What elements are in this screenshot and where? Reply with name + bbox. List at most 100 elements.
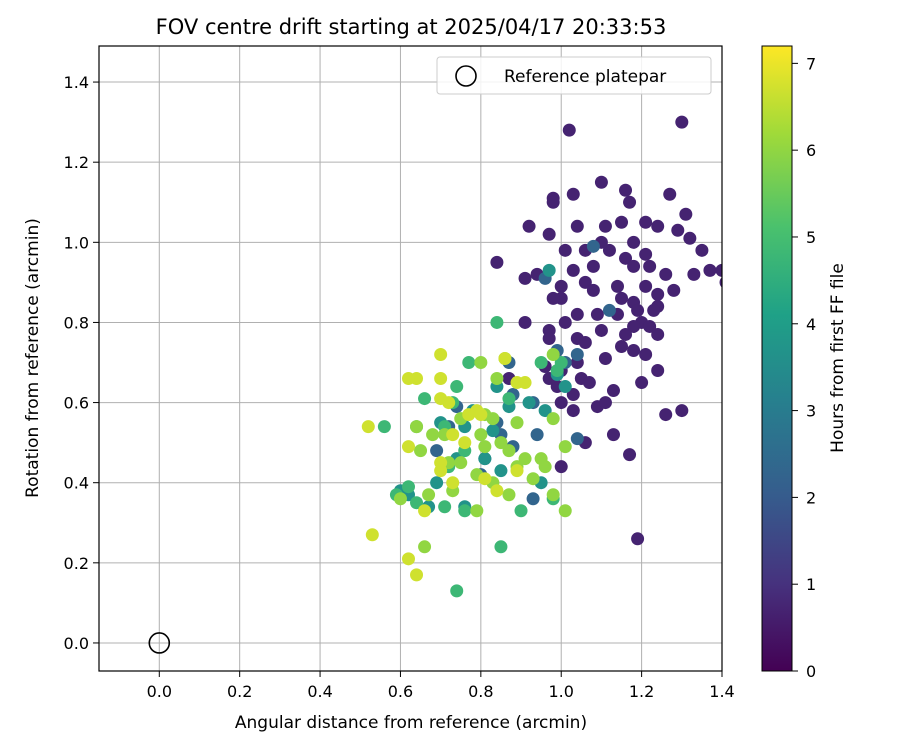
data-point bbox=[414, 444, 428, 458]
data-point bbox=[615, 339, 629, 353]
data-point bbox=[546, 488, 560, 502]
data-point bbox=[651, 219, 665, 233]
x-tick-label: 1.2 bbox=[629, 682, 654, 701]
y-tick-label: 0.8 bbox=[64, 313, 89, 332]
data-point bbox=[426, 428, 440, 442]
data-point bbox=[659, 408, 673, 422]
data-point bbox=[518, 315, 532, 329]
data-point bbox=[450, 380, 464, 394]
data-point bbox=[554, 356, 568, 370]
y-tick-label: 0.4 bbox=[64, 474, 89, 493]
x-tick-label: 0.6 bbox=[388, 682, 413, 701]
colorbar-tick-label: 1 bbox=[806, 575, 816, 594]
data-point bbox=[401, 440, 415, 454]
colorbar: 0 1 2 3 4 5 6 7 Hours from first FF file bbox=[761, 45, 848, 681]
data-point bbox=[627, 259, 641, 273]
data-point bbox=[719, 277, 722, 288]
data-point bbox=[546, 291, 560, 305]
data-point bbox=[474, 408, 488, 422]
data-point bbox=[518, 376, 532, 390]
data-point bbox=[514, 504, 528, 518]
data-point bbox=[643, 319, 657, 333]
data-point bbox=[651, 364, 665, 378]
data-point bbox=[687, 267, 701, 281]
data-point bbox=[558, 315, 572, 329]
data-point bbox=[651, 327, 665, 341]
data-point bbox=[602, 243, 616, 257]
data-point bbox=[598, 352, 612, 365]
data-point bbox=[522, 219, 536, 233]
legend-entry-reference-platepar: Reference platepar bbox=[504, 67, 666, 87]
data-point bbox=[365, 528, 379, 542]
data-point bbox=[554, 396, 568, 410]
data-point bbox=[558, 504, 572, 518]
y-tick-label: 0.0 bbox=[64, 634, 89, 653]
x-tick-label: 0.0 bbox=[147, 682, 172, 701]
colorbar-gradient bbox=[761, 45, 793, 672]
data-point bbox=[478, 472, 492, 486]
data-point bbox=[554, 460, 568, 474]
data-point bbox=[695, 243, 709, 257]
data-point bbox=[627, 319, 641, 333]
data-point bbox=[606, 384, 620, 398]
colorbar-tick-label: 2 bbox=[806, 488, 816, 507]
data-point bbox=[594, 323, 608, 337]
data-point bbox=[502, 488, 516, 502]
data-points bbox=[361, 115, 722, 598]
data-point bbox=[562, 123, 576, 137]
data-point bbox=[623, 448, 637, 462]
data-point bbox=[546, 195, 560, 209]
data-point bbox=[474, 428, 488, 442]
data-point bbox=[534, 356, 548, 370]
legend: Reference platepar bbox=[436, 56, 712, 95]
data-point bbox=[615, 215, 629, 229]
data-point bbox=[526, 472, 540, 486]
chart-title: FOV centre drift starting at 2025/04/17 … bbox=[156, 15, 667, 39]
y-tick-label: 1.4 bbox=[64, 73, 89, 92]
data-point bbox=[542, 227, 556, 241]
data-point bbox=[418, 392, 432, 406]
data-point bbox=[377, 420, 391, 434]
data-point bbox=[494, 436, 508, 450]
data-point bbox=[510, 416, 524, 430]
colorbar-tick-label: 3 bbox=[806, 402, 816, 421]
data-point bbox=[410, 568, 424, 582]
data-point bbox=[639, 347, 653, 361]
legend-box bbox=[436, 56, 712, 95]
data-point bbox=[703, 263, 717, 277]
data-point bbox=[570, 219, 584, 233]
data-point bbox=[498, 352, 512, 365]
data-point bbox=[401, 552, 415, 566]
data-point bbox=[434, 372, 448, 386]
data-point bbox=[518, 271, 532, 285]
colorbar-tick-label: 7 bbox=[806, 54, 816, 73]
data-point bbox=[602, 303, 616, 317]
colorbar-ticks: 0 1 2 3 4 5 6 7 bbox=[792, 54, 816, 681]
data-point bbox=[566, 187, 580, 201]
data-point bbox=[647, 303, 661, 317]
data-point bbox=[542, 331, 556, 345]
data-point bbox=[546, 412, 560, 426]
data-point bbox=[418, 540, 432, 554]
data-point bbox=[410, 496, 424, 510]
data-point bbox=[434, 347, 448, 361]
data-point bbox=[582, 376, 596, 390]
data-point bbox=[631, 303, 645, 317]
data-point bbox=[635, 376, 649, 390]
data-point bbox=[586, 283, 600, 297]
data-point bbox=[526, 492, 540, 506]
data-point bbox=[558, 440, 572, 454]
colorbar-label: Hours from first FF file bbox=[828, 263, 848, 453]
data-point bbox=[578, 275, 592, 289]
data-point bbox=[361, 420, 375, 434]
data-point bbox=[570, 307, 584, 321]
data-point bbox=[671, 223, 685, 237]
data-point bbox=[639, 215, 653, 229]
colorbar-tick-label: 6 bbox=[806, 141, 816, 160]
data-point bbox=[434, 464, 448, 478]
data-point bbox=[462, 356, 476, 370]
data-point bbox=[594, 175, 608, 189]
legend-marker-icon bbox=[455, 65, 477, 87]
data-point bbox=[651, 287, 665, 301]
x-axis-ticks: 0.0 0.2 0.4 0.6 0.8 1.0 1.2 1.4 bbox=[147, 671, 735, 701]
